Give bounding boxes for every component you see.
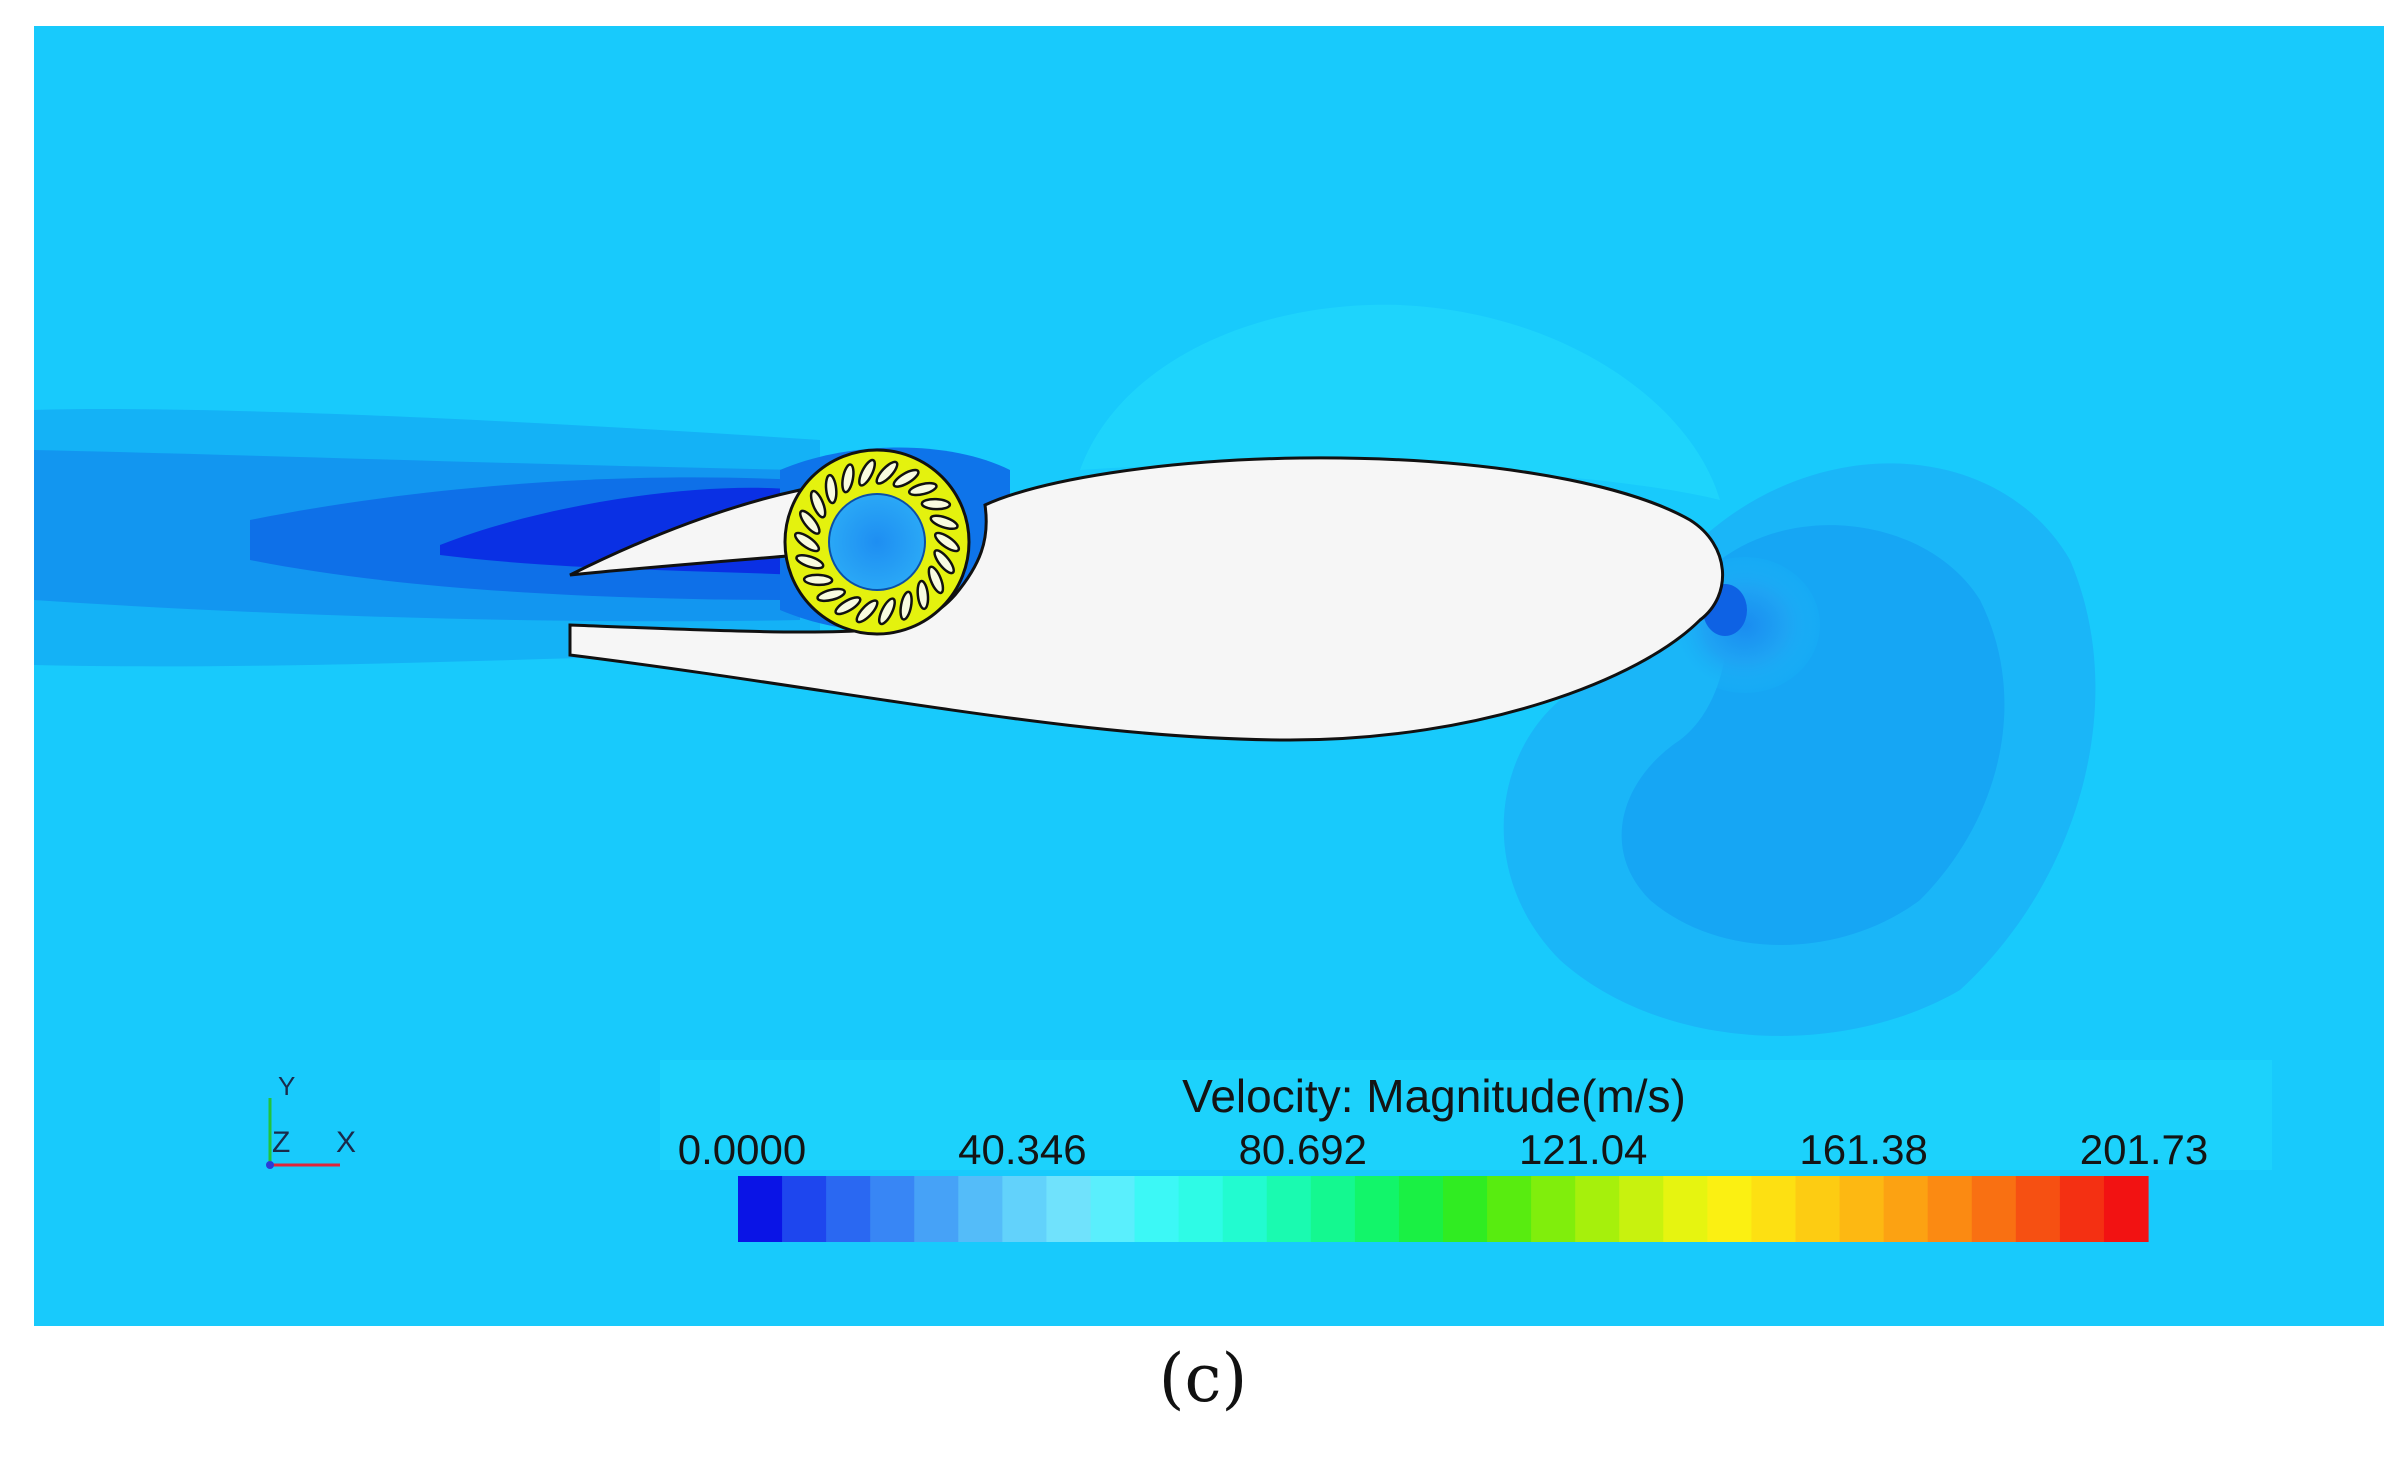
legend-colorbar [738, 1176, 2149, 1242]
colorbar-segment [1531, 1176, 1576, 1242]
rotor-blade [809, 489, 827, 519]
colorbar-segment [1487, 1176, 1532, 1242]
x-axis-label: X [336, 1126, 356, 1159]
colorbar-segment [1398, 1176, 1444, 1242]
legend-backdrop [660, 1060, 2272, 1170]
rotor-blade [927, 565, 945, 595]
colorbar-segment [1927, 1176, 1973, 1242]
rotor-blade [858, 458, 877, 487]
colorbar-segment [1266, 1176, 1312, 1242]
colorbar-segment [2103, 1176, 2149, 1242]
colorbar-segment [1883, 1176, 1929, 1242]
colorbar-segment [1354, 1176, 1400, 1242]
colorbar-segment [914, 1176, 959, 1242]
colorbar-segment [782, 1176, 827, 1242]
colorbar-segment [1619, 1176, 1664, 1242]
y-axis-label: Y [278, 1071, 295, 1101]
z-axis-label: Z [272, 1126, 290, 1159]
legend-tick-label: 40.346 [958, 1126, 1086, 1173]
rotor-blade [892, 468, 920, 488]
legend-title: Velocity: Magnitude(m/s) [1182, 1070, 1686, 1122]
colorbar-segment [1002, 1176, 1048, 1242]
legend-tick-label: 0.0000 [678, 1126, 806, 1173]
colorbar-segment [1222, 1176, 1268, 1242]
rotor-blade [799, 509, 821, 535]
colorbar-segment [1971, 1176, 2017, 1242]
colorbar-segment [1046, 1176, 1092, 1242]
rotor-hub [828, 493, 926, 591]
rotor-blade [920, 497, 952, 511]
rotor-blade [841, 463, 855, 494]
rotor-blade [793, 531, 821, 553]
colorbar-segment [1090, 1176, 1136, 1242]
legend-tick-label: 80.692 [1239, 1126, 1367, 1173]
legend-tick-label: 201.73 [2080, 1126, 2208, 1173]
colorbar-segment [1443, 1176, 1488, 1242]
rotor-blades [793, 458, 961, 626]
colorbar-segment [738, 1176, 783, 1242]
rotor-blade [855, 599, 879, 624]
cross-flow-rotor [783, 448, 971, 636]
colorbar-segment [1707, 1176, 1753, 1242]
colorbar-segment [826, 1176, 871, 1242]
colorbar-segment [2015, 1176, 2061, 1242]
vortex-mid [1621, 525, 2005, 945]
z-axis-dot [266, 1161, 274, 1169]
colorbar-segment [1178, 1176, 1224, 1242]
acceleration-region [1080, 304, 1720, 500]
rotor-blade [907, 481, 938, 497]
colorbar-segment [1839, 1176, 1885, 1242]
colorbar-segment [1751, 1176, 1797, 1242]
legend-tick-label: 121.04 [1519, 1126, 1647, 1173]
axes-triad: Y Z X [266, 1071, 356, 1169]
colorbar-segment [1310, 1176, 1356, 1242]
rotor-blade [929, 514, 959, 531]
legend-tick-labels: 0.0000 40.346 80.692 121.04 161.38 201.73 [678, 1126, 2208, 1173]
colorbar-segment [2059, 1176, 2105, 1242]
colorbar-segment [958, 1176, 1003, 1242]
rotor-blade [834, 596, 862, 616]
rotor-blade [816, 587, 847, 603]
colorbar-segment [1663, 1176, 1708, 1242]
colorbar-segment [1575, 1176, 1620, 1242]
colorbar-segment [870, 1176, 915, 1242]
rotor-blade [824, 473, 838, 505]
color-legend: Velocity: Magnitude(m/s) 0.0000 40.346 80.… [660, 1060, 2272, 1242]
rotor-blade [916, 579, 930, 611]
rotor-blade [795, 553, 825, 570]
rotor-blade [899, 590, 913, 621]
legend-tick-label: 161.38 [1799, 1126, 1927, 1173]
rotor-blade [933, 531, 961, 553]
figure-caption: (c) [1158, 1340, 1248, 1417]
rotor-blade [875, 460, 899, 485]
colorbar-segment [1795, 1176, 1841, 1242]
rotor-blade [802, 573, 834, 587]
colorbar-segment [1134, 1176, 1180, 1242]
rotor-blade [877, 597, 896, 626]
rotor-blade [933, 549, 955, 575]
